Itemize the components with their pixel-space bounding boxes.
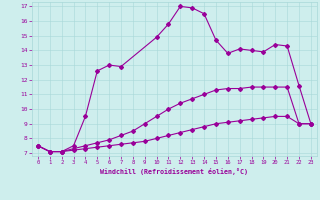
X-axis label: Windchill (Refroidissement éolien,°C): Windchill (Refroidissement éolien,°C) — [100, 168, 248, 175]
